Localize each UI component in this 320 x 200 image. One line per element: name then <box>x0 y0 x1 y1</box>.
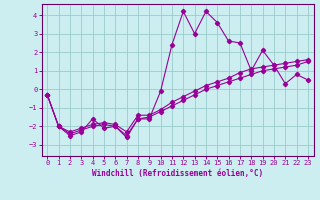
X-axis label: Windchill (Refroidissement éolien,°C): Windchill (Refroidissement éolien,°C) <box>92 169 263 178</box>
